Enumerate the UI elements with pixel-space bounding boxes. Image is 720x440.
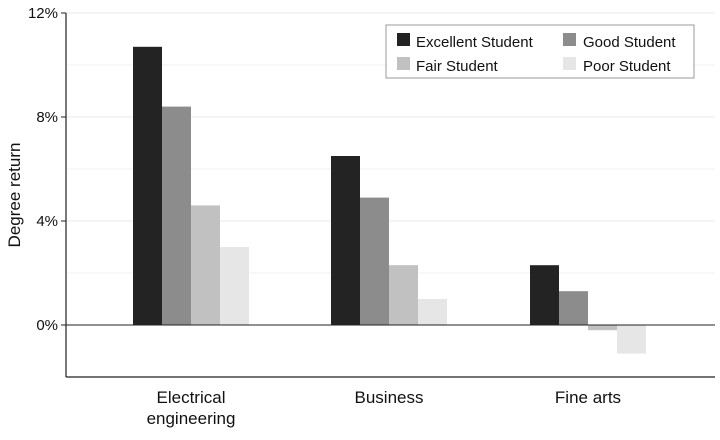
legend-label: Poor Student bbox=[583, 58, 671, 75]
y-tick-label: 4% bbox=[36, 213, 58, 230]
bar-good-student bbox=[559, 291, 588, 325]
y-axis-label: Degree return bbox=[5, 143, 24, 248]
y-tick-label: 0% bbox=[36, 317, 58, 334]
bars bbox=[133, 46, 646, 354]
legend-label: Good Student bbox=[583, 34, 676, 51]
bar-fair-student bbox=[191, 205, 220, 325]
x-category-labels: Electrical engineering Business Fine arts bbox=[147, 388, 622, 428]
legend: Excellent Student Good Student Fair Studen… bbox=[385, 24, 695, 79]
bar-excellent-student bbox=[331, 156, 360, 325]
bar-fair-student bbox=[588, 325, 617, 331]
axes bbox=[65, 13, 715, 378]
y-ticks: 0% 4% 8% 12% bbox=[28, 5, 66, 334]
bar-good-student bbox=[360, 197, 389, 325]
bar-excellent-student bbox=[530, 265, 559, 325]
bar-fair-student bbox=[389, 265, 418, 325]
x-category-label: Fine arts bbox=[555, 388, 621, 407]
y-tick-label: 8% bbox=[36, 109, 58, 126]
y-tick-label: 12% bbox=[28, 5, 58, 22]
bar-poor-student bbox=[220, 247, 249, 325]
legend-box bbox=[385, 24, 695, 79]
bar-good-student bbox=[162, 106, 191, 325]
legend-swatch bbox=[397, 57, 410, 70]
legend-swatch bbox=[563, 57, 576, 70]
legend-label: Fair Student bbox=[416, 58, 499, 75]
legend-label: Excellent Student bbox=[416, 34, 534, 51]
x-category-label: Business bbox=[355, 388, 424, 407]
bar-excellent-student bbox=[133, 46, 162, 326]
legend-swatch bbox=[397, 33, 410, 46]
x-category-label: Electrical engineering bbox=[147, 388, 236, 428]
bar-poor-student bbox=[418, 299, 447, 325]
bar-poor-student bbox=[617, 325, 646, 354]
legend-swatch bbox=[563, 33, 576, 46]
